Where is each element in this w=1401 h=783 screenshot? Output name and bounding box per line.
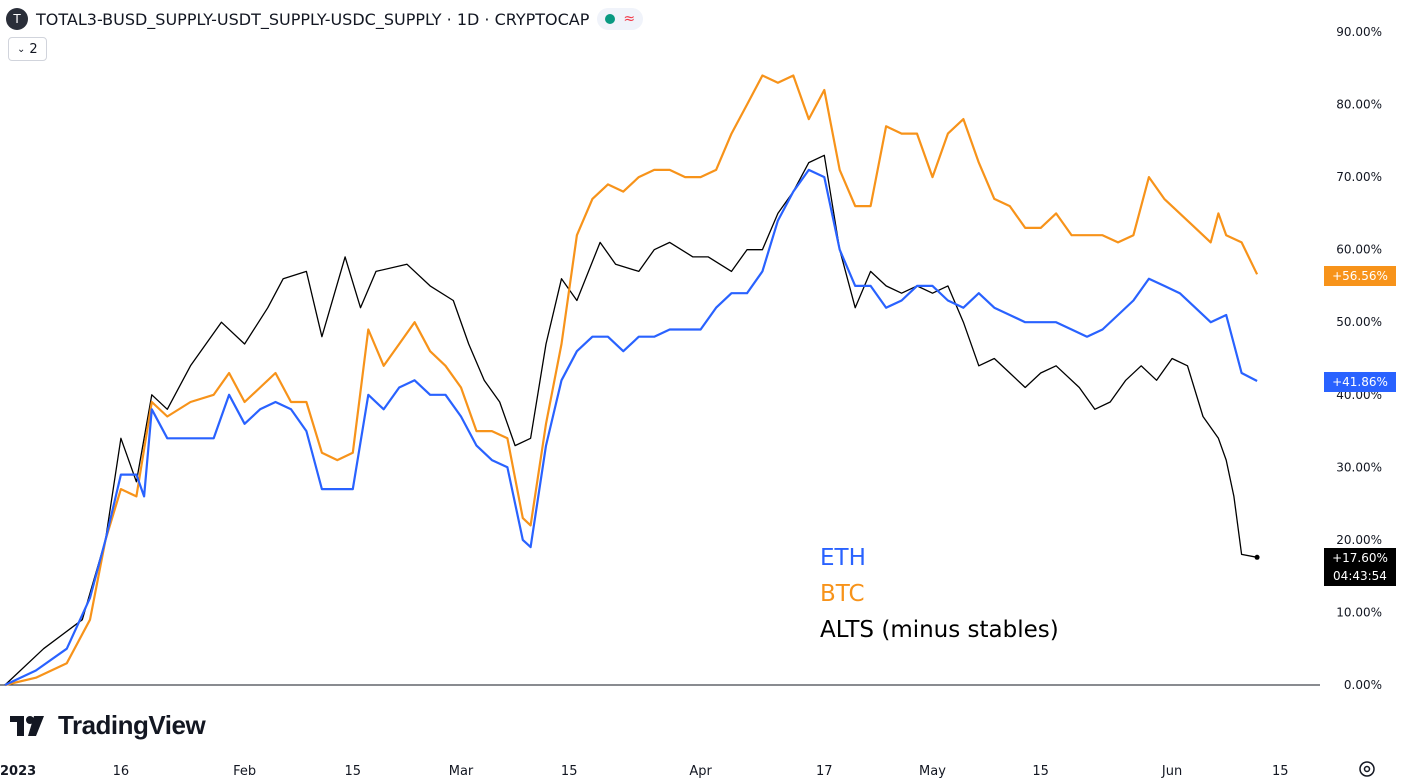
indicators-toggle-button[interactable]: ⌄ 2 — [8, 37, 47, 61]
market-status-pill[interactable]: ≈ — [597, 8, 644, 30]
y-tick-label: 30.00% — [1336, 460, 1382, 474]
chart-legend: ETH BTC ALTS (minus stables) — [820, 540, 1059, 648]
gear-icon[interactable] — [1358, 760, 1376, 778]
chart-title[interactable]: TOTAL3-BUSD_SUPPLY-USDT_SUPPLY-USDC_SUPP… — [36, 9, 590, 29]
x-tick-label: 15 — [561, 764, 578, 779]
y-tick-label: 0.00% — [1344, 678, 1382, 692]
x-tick-label: Jun — [1161, 764, 1182, 779]
x-tick-label: Apr — [689, 764, 712, 779]
x-tick-label: 15 — [1032, 764, 1049, 779]
x-tick-label: May — [919, 764, 946, 779]
chart-header: T TOTAL3-BUSD_SUPPLY-USDT_SUPPLY-USDC_SU… — [6, 6, 644, 32]
x-tick-label: 17 — [816, 764, 833, 779]
chevron-down-icon: ⌄ — [17, 43, 26, 55]
symbol-logo[interactable]: T — [6, 8, 28, 30]
x-tick-label: Feb — [233, 764, 256, 779]
y-tick-label: 70.00% — [1336, 170, 1382, 184]
btc-last-value-tag: +56.56% — [1324, 266, 1396, 286]
y-tick-label: 90.00% — [1336, 25, 1382, 39]
y-tick-label: 10.00% — [1336, 605, 1382, 619]
y-tick-label: 60.00% — [1336, 243, 1382, 257]
series-line-btc[interactable] — [4, 74, 1259, 687]
market-open-dot-icon — [605, 14, 616, 24]
series-last-point — [1254, 554, 1260, 560]
series-line-alts[interactable] — [4, 154, 1258, 686]
bar-countdown-tag: 04:43:54 — [1324, 566, 1396, 586]
legend-btc: BTC — [820, 581, 865, 607]
tradingview-mark-icon — [10, 715, 44, 736]
x-tick-label: 15 — [345, 764, 362, 779]
x-tick-label: 16 — [113, 764, 130, 779]
x-tick-label: 2023 — [0, 764, 36, 779]
tradingview-logo[interactable]: TradingView — [10, 710, 206, 741]
x-tick-label: 15 — [1272, 764, 1289, 779]
indicator-count: 2 — [29, 41, 38, 57]
legend-alts: ALTS (minus stables) — [820, 617, 1059, 643]
data-delay-icon: ≈ — [623, 11, 636, 27]
eth-last-value-tag: +41.86% — [1324, 372, 1396, 392]
y-tick-label: 80.00% — [1336, 98, 1382, 112]
alts-last-value-tag: +17.60% — [1324, 548, 1396, 568]
tradingview-wordmark: TradingView — [58, 710, 206, 740]
series-line-eth[interactable] — [4, 168, 1258, 686]
y-tick-label: 20.00% — [1336, 533, 1382, 547]
y-tick-label: 50.00% — [1336, 315, 1382, 329]
legend-eth: ETH — [820, 545, 866, 571]
x-tick-label: Mar — [449, 764, 474, 779]
